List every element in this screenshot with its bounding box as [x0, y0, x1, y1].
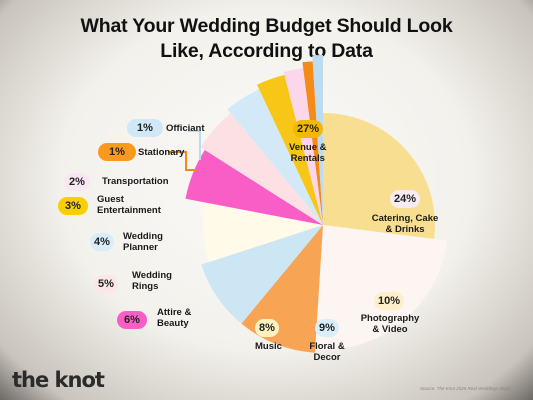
value-label-music: 8% — [255, 319, 279, 337]
pie-slice-wedding-planner — [227, 89, 323, 225]
category-label-photography-video: Photography & Video — [360, 313, 420, 335]
chart-title-line-1: What Your Wedding Budget Should Look — [80, 15, 453, 37]
pie-slice-catering-cake-drinks — [315, 225, 448, 350]
value-label-officiant: 1% — [127, 119, 163, 137]
pie-slice-guest-entertainment — [257, 74, 323, 226]
category-label-catering-cake-drinks: Catering, Cake & Drinks — [371, 213, 439, 235]
pie-slice-music — [203, 202, 323, 263]
category-label-stationary: Stationary — [138, 147, 185, 158]
pie-slice-transportation — [283, 68, 323, 225]
category-label-officiant: Officiant — [166, 123, 205, 134]
category-label-attire-beauty: Attire & Beauty — [157, 307, 192, 329]
value-label-stationary: 1% — [98, 143, 136, 161]
category-label-transportation: Transportation — [102, 176, 169, 187]
value-label-photography-video: 10% — [374, 292, 404, 310]
pie-slice-attire-beauty — [185, 149, 323, 225]
value-label-wedding-planner: 4% — [90, 233, 114, 251]
category-label-wedding-rings: Wedding Rings — [132, 270, 172, 292]
value-label-catering-cake-drinks: 24% — [390, 190, 420, 208]
category-label-floral-decor: Floral & Decor — [309, 341, 345, 363]
value-label-venue-rentals: 27% — [293, 120, 323, 138]
category-label-venue-rentals: Venue & Rentals — [289, 142, 327, 164]
value-label-floral-decor: 9% — [315, 319, 339, 337]
category-label-wedding-planner: Wedding Planner — [123, 231, 163, 253]
leader-line-stationary — [168, 151, 197, 171]
category-label-music: Music — [255, 341, 282, 352]
source-note: Source: The Knot 2025 Real Weddings Stud… — [420, 386, 511, 391]
pie-slice-floral-decor — [201, 225, 323, 324]
value-label-wedding-rings: 5% — [94, 275, 118, 293]
value-label-attire-beauty: 6% — [117, 311, 147, 329]
pie-slice-officiant — [312, 55, 323, 225]
leader-line-officiant — [188, 130, 201, 160]
brand-logo: the knot — [12, 368, 105, 392]
pie-slice-wedding-rings — [200, 113, 323, 225]
category-label-guest-entertainment: Guest Entertainment — [97, 194, 161, 216]
value-label-guest-entertainment: 3% — [58, 197, 88, 215]
value-label-transportation: 2% — [64, 173, 90, 191]
pie-slice-stationary — [302, 61, 323, 225]
